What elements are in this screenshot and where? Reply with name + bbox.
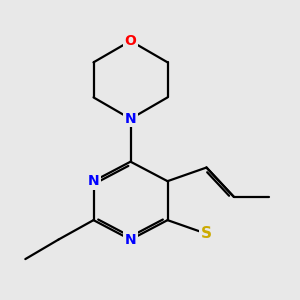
Text: S: S [201,226,212,241]
Text: N: N [125,232,136,247]
Text: O: O [124,34,136,48]
Text: N: N [88,174,99,188]
Text: N: N [125,112,136,126]
